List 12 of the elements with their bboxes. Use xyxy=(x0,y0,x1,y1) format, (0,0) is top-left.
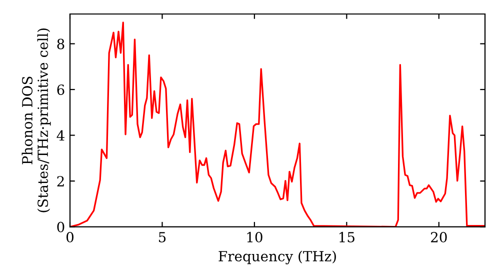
y-tick-label: 0 xyxy=(57,222,64,232)
x-axis-title: Frequency (THz) xyxy=(218,250,336,264)
y-axis-title: Phonon DOS (States/THz·primitive cell) xyxy=(22,28,51,212)
y-tick-label: 6 xyxy=(57,84,64,95)
x-tick-label: 5 xyxy=(158,232,166,242)
x-tick-label: 15 xyxy=(340,232,354,242)
x-tick-label: 10 xyxy=(247,232,262,242)
x-tick-label: 20 xyxy=(430,232,447,242)
y-tick-label: 4 xyxy=(56,130,64,141)
y-tick-label: 2 xyxy=(57,176,64,186)
y-tick-label: 8 xyxy=(57,38,64,50)
x-tick-label: 0 xyxy=(66,232,74,242)
